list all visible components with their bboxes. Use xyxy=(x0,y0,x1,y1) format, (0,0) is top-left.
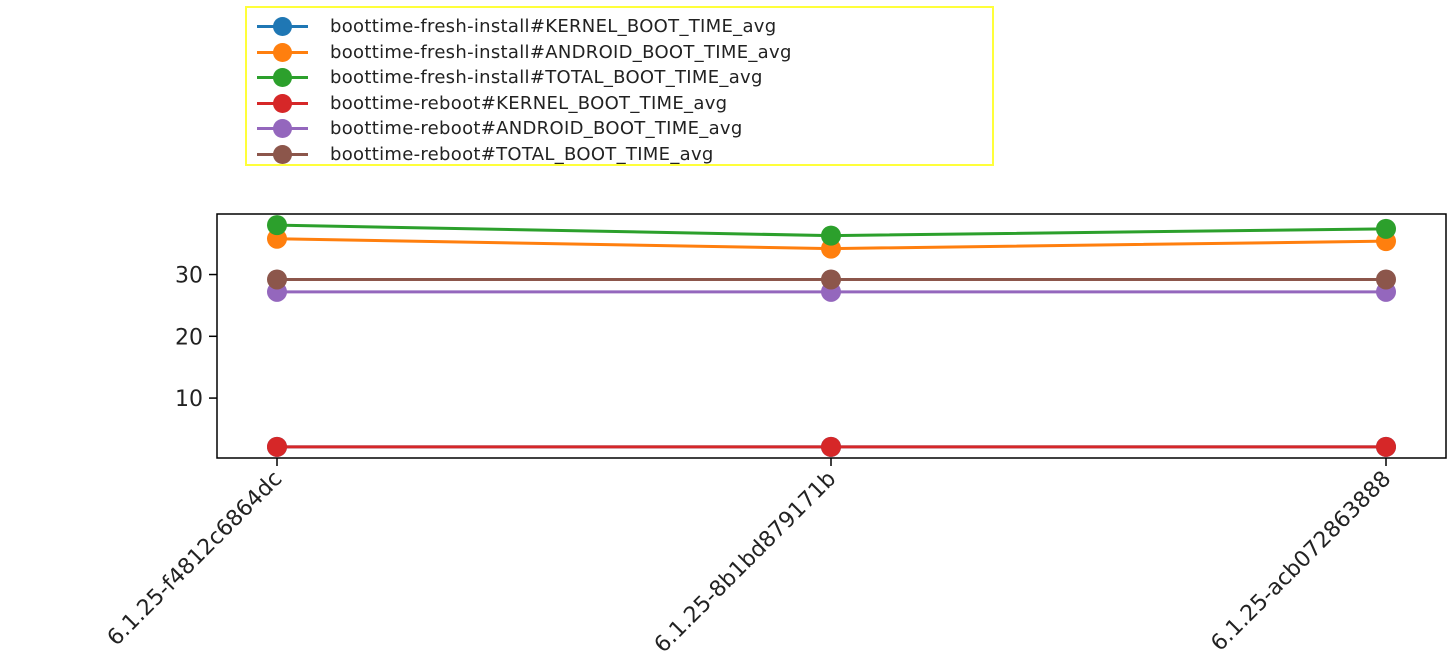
series-3 xyxy=(267,436,1396,457)
y-axis: 10 20 30 xyxy=(175,264,217,412)
y-tick-label: 10 xyxy=(175,387,203,412)
data-point xyxy=(1376,269,1396,290)
legend-label: boottime-fresh-install#ANDROID_BOOT_TIME… xyxy=(330,41,792,63)
data-point xyxy=(1376,436,1396,457)
y-tick-label: 30 xyxy=(175,264,203,289)
x-tick-label: 6.1.25-acb072863888 xyxy=(1206,467,1396,657)
legend-item: boottime-reboot#TOTAL_BOOT_TIME_avg xyxy=(247,142,992,167)
data-point xyxy=(267,436,287,457)
legend-swatch-marker xyxy=(273,68,292,87)
legend-swatch-marker xyxy=(273,144,292,164)
legend-label: boottime-fresh-install#TOTAL_BOOT_TIME_a… xyxy=(330,67,763,88)
x-axis: 6.1.25-f4812c6864dc 6.1.25-8b1bd879171b 6.… xyxy=(103,458,1396,658)
data-point xyxy=(1376,218,1396,239)
data-point xyxy=(821,225,841,246)
data-point xyxy=(821,269,841,290)
legend-item: boottime-reboot#KERNEL_BOOT_TIME_avg xyxy=(247,91,992,116)
legend-swatch-marker xyxy=(273,119,292,138)
legend-item: boottime-fresh-install#KERNEL_BOOT_TIME_… xyxy=(247,14,992,39)
x-tick-label: 6.1.25-8b1bd879171b xyxy=(650,467,841,658)
legend-item: boottime-reboot#ANDROID_BOOT_TIME_avg xyxy=(247,116,992,141)
legend-item: boottime-fresh-install#ANDROID_BOOT_TIME… xyxy=(247,40,992,65)
legend-swatch-marker xyxy=(273,17,292,36)
data-point xyxy=(821,436,841,457)
legend-item: boottime-fresh-install#TOTAL_BOOT_TIME_a… xyxy=(247,65,992,90)
legend-label: boottime-reboot#ANDROID_BOOT_TIME_avg xyxy=(330,118,743,139)
legend: boottime-fresh-install#KERNEL_BOOT_TIME_… xyxy=(245,6,994,166)
legend-label: boottime-fresh-install#KERNEL_BOOT_TIME_… xyxy=(330,16,777,37)
legend-swatch-marker xyxy=(273,42,292,62)
legend-label: boottime-reboot#KERNEL_BOOT_TIME_avg xyxy=(330,92,728,114)
y-tick-label: 20 xyxy=(175,325,203,350)
series-5 xyxy=(267,269,1396,290)
x-tick-label: 6.1.25-f4812c6864dc xyxy=(103,467,287,651)
data-point xyxy=(267,215,287,236)
series-layer xyxy=(267,215,1396,457)
data-point xyxy=(267,269,287,290)
legend-label: boottime-reboot#TOTAL_BOOT_TIME_avg xyxy=(330,143,714,165)
legend-swatch-marker xyxy=(273,93,292,113)
series-2 xyxy=(267,215,1396,246)
